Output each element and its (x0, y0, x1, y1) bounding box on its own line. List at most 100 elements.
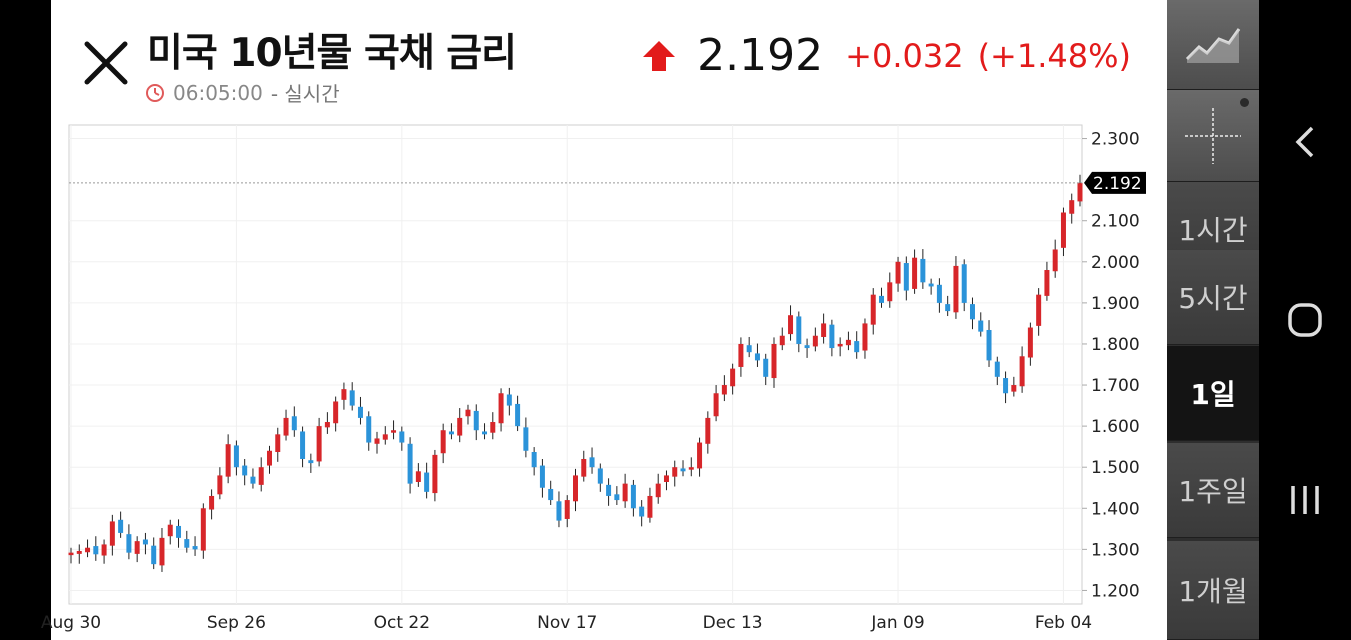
crosshair-button[interactable] (1167, 90, 1259, 182)
period-1w-button[interactable]: 1주일 (1167, 443, 1259, 538)
candle-body (754, 353, 760, 361)
quote-mode: - 실시간 (270, 82, 340, 106)
candle-body (680, 468, 686, 472)
candle-body (705, 417, 711, 444)
candle-body (1052, 249, 1058, 272)
candle-body (366, 416, 372, 443)
page-title: 미국 10년물 국채 금리 (147, 31, 517, 76)
candle-body (126, 534, 132, 553)
candle-body (217, 475, 223, 495)
candle-body (539, 465, 545, 488)
candle-body (291, 416, 297, 431)
candle-body (713, 393, 719, 417)
candle-body (854, 341, 860, 353)
candle-body (482, 431, 488, 435)
candle-body (440, 430, 446, 454)
candle-body (589, 457, 595, 468)
candle-body (142, 539, 148, 545)
period-5h-button[interactable]: 5시간 (1167, 250, 1259, 345)
candle-body (184, 539, 190, 548)
candle-body (1036, 294, 1042, 326)
candle-body (597, 468, 603, 484)
last-price: 2.192 (697, 30, 824, 81)
candle-body (391, 430, 397, 433)
home-button[interactable] (1259, 280, 1351, 360)
chart-type-button[interactable] (1167, 0, 1259, 90)
candle-body (457, 417, 463, 436)
candle-body (978, 320, 984, 332)
candle-body (432, 454, 438, 494)
line-chart-icon (1185, 27, 1241, 63)
last-price-tag (1084, 171, 1146, 194)
candle-body (242, 465, 248, 476)
candle-body (1027, 327, 1033, 358)
candle-body (109, 521, 115, 546)
clock-icon (146, 83, 164, 102)
candle-body (730, 368, 736, 387)
candle-body (523, 427, 529, 451)
candle-body (415, 471, 421, 482)
chart-toolbar: 1시간 5시간 1일 1주일 1개월 (1167, 0, 1259, 640)
y-tick-label: 1.800 (1091, 335, 1140, 355)
candle-body (912, 257, 918, 289)
candle-body (788, 315, 794, 335)
candle-body (167, 524, 173, 537)
candle-body (663, 475, 669, 482)
candle-body (85, 547, 91, 553)
candle-body (763, 358, 769, 377)
candle-body (531, 452, 537, 468)
candle-body (887, 282, 893, 302)
back-button[interactable] (1259, 102, 1351, 182)
candle-body (490, 422, 496, 433)
candle-body (192, 546, 198, 550)
candle-body (250, 476, 256, 484)
y-tick-label: 1.700 (1091, 376, 1140, 396)
recents-button[interactable] (1259, 460, 1351, 540)
candle-body (556, 501, 562, 521)
y-tick-label: 1.200 (1091, 581, 1140, 601)
x-tick-label: Aug 30 (41, 613, 101, 633)
candle-body (837, 343, 843, 347)
candle-body (300, 431, 306, 459)
candle-body (200, 508, 206, 551)
candle-body (581, 458, 587, 477)
quote-time: 06:05:00 (173, 80, 263, 105)
timestamp-row: 06:05:00 - 실시간 (145, 78, 340, 107)
candle-body (697, 442, 703, 469)
candle-body (862, 323, 868, 351)
close-icon[interactable] (79, 36, 133, 90)
candle-body (266, 450, 272, 466)
candle-body (928, 283, 934, 287)
recents-icon (1291, 486, 1319, 514)
candle-body (779, 335, 785, 346)
candle-body (829, 324, 835, 349)
price-change: +0.032 (845, 36, 964, 75)
candle-body (448, 431, 454, 435)
candle-body (655, 483, 661, 498)
candle-body (374, 438, 380, 444)
candle-body (275, 434, 281, 453)
candle-body (316, 426, 322, 462)
x-tick-label: Dec 13 (703, 613, 763, 633)
candle-body (1077, 182, 1083, 202)
price-change-percent: (+1.48%) (977, 36, 1131, 75)
candle-body (647, 495, 653, 518)
candle-body (515, 403, 521, 427)
y-tick-label: 1.900 (1091, 294, 1140, 314)
candle-body (771, 343, 777, 379)
candle-body (225, 444, 231, 477)
system-nav-bar (1259, 0, 1351, 640)
candle-body (118, 519, 124, 533)
candle-body (134, 541, 140, 554)
candle-body (796, 316, 802, 344)
period-1d-button[interactable]: 1일 (1167, 346, 1259, 441)
y-tick-label: 2.000 (1091, 253, 1140, 273)
candle-body (994, 361, 1000, 377)
candlestick-chart[interactable]: 2.300 2.100 2.000 1.900 1.800 1.700 1.600 1.500… (0, 0, 1167, 640)
y-tick-label: 1.600 (1091, 417, 1140, 437)
period-1m-button[interactable]: 1개월 (1167, 541, 1259, 640)
candle-body (606, 484, 612, 496)
candle-body (399, 431, 405, 443)
candle-body (465, 409, 471, 417)
candle-body (1011, 385, 1017, 392)
